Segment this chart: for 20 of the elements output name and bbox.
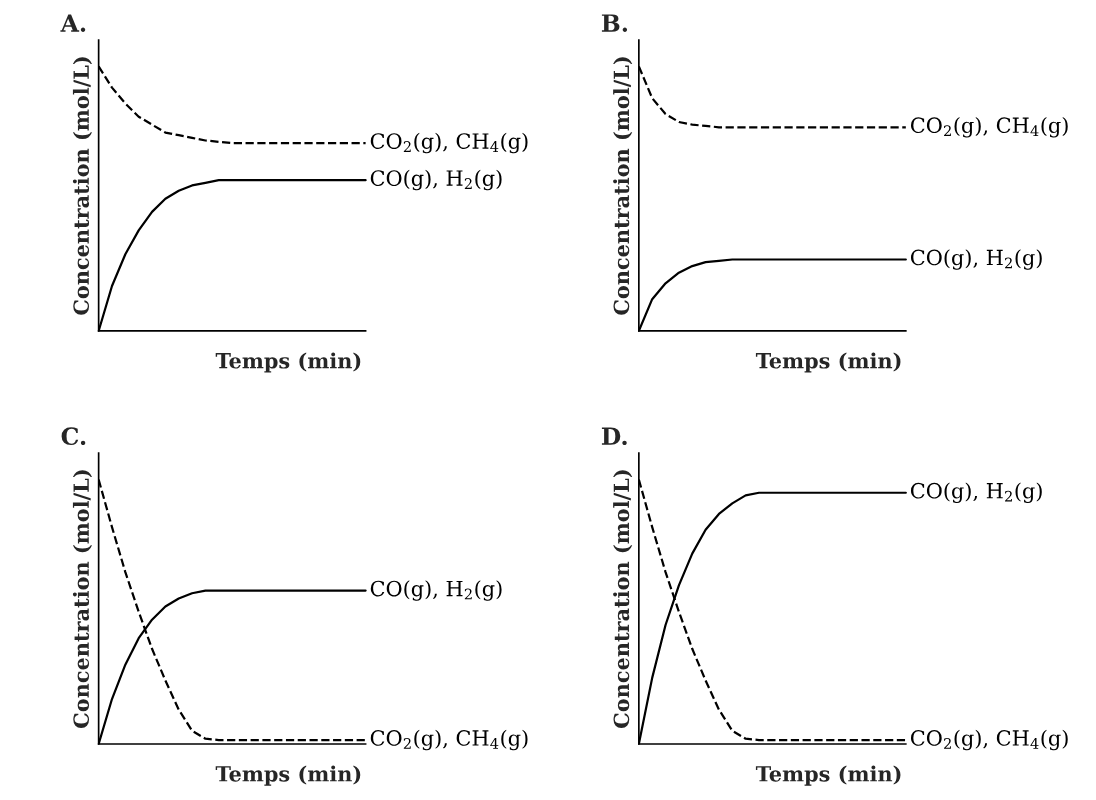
series-label: CO(g), H$_{2}$(g)	[910, 249, 1042, 270]
x-axis-title: Temps (min)	[215, 765, 361, 786]
series-label: CO$_{2}$(g), CH$_{4}$(g)	[910, 729, 1068, 751]
y-axis-title: Concentration (mol/L)	[72, 470, 92, 728]
chart-title: A.	[60, 14, 86, 32]
series-label: CO$_{2}$(g), CH$_{4}$(g)	[370, 729, 528, 751]
y-axis-title: Concentration (mol/L)	[72, 57, 92, 315]
chart-title: D.	[601, 427, 627, 446]
x-axis-title: Temps (min)	[755, 765, 901, 786]
series-label: CO(g), H$_{2}$(g)	[370, 169, 502, 191]
chart-title: B.	[601, 14, 628, 32]
x-axis-title: Temps (min)	[215, 352, 361, 373]
y-axis-title: Concentration (mol/L)	[613, 57, 633, 315]
series-label: CO(g), H$_{2}$(g)	[910, 482, 1042, 503]
x-axis-title: Temps (min)	[755, 352, 901, 373]
series-label: CO$_{2}$(g), CH$_{4}$(g)	[370, 132, 528, 154]
series-label: CO$_{2}$(g), CH$_{4}$(g)	[910, 116, 1068, 138]
chart-title: C.	[61, 427, 86, 446]
series-label: CO(g), H$_{2}$(g)	[370, 580, 502, 601]
y-axis-title: Concentration (mol/L)	[613, 470, 633, 728]
